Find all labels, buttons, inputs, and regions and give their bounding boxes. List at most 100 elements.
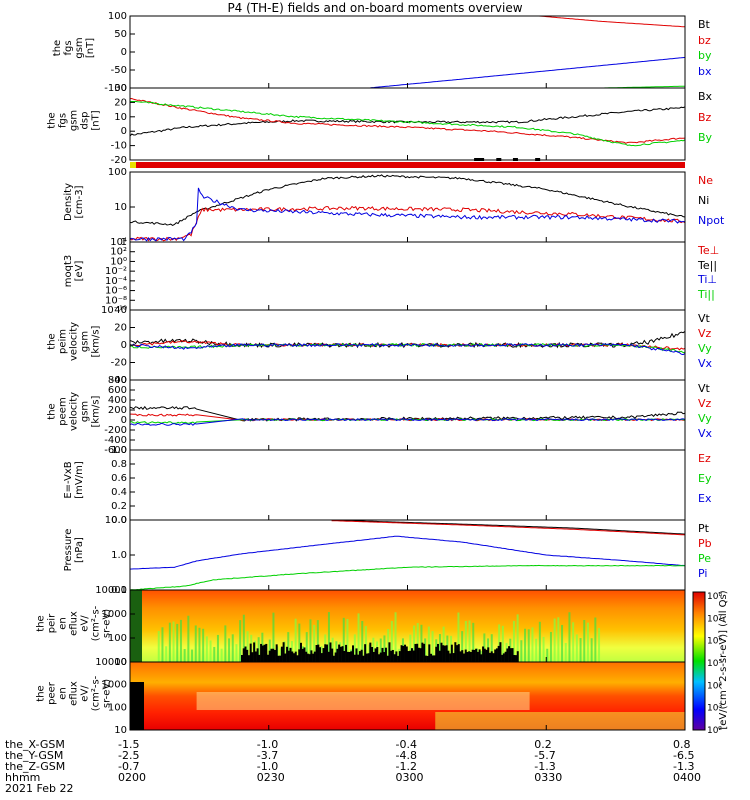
- spectrogram-ion-dropout: [456, 645, 459, 662]
- y-tick-label: -100: [104, 83, 127, 94]
- spectrogram-ion-dropout: [454, 642, 457, 662]
- y-tick-label: 10⁻⁸: [105, 295, 127, 306]
- y-tick-label: 10⁻²: [105, 266, 127, 277]
- spectrogram-ion-dropout: [315, 645, 318, 662]
- spectrogram-ion-dropout: [287, 650, 290, 662]
- y-tick-label: 10⁰: [110, 256, 127, 267]
- spectrogram-ion-dropout: [372, 651, 375, 662]
- x-axis-row-name: the_Z-GSM: [5, 760, 66, 773]
- spectrogram-ion-dropout: [513, 655, 516, 662]
- spectrogram-ion-dropout: [409, 650, 412, 662]
- spectrogram-ion-dropout: [301, 648, 304, 662]
- spectrogram-ion-dropout: [263, 644, 266, 662]
- spectrogram-ion-column: [191, 649, 194, 662]
- spectrogram-ion-dropout: [374, 648, 377, 662]
- spectrogram-ion-dropout: [402, 645, 405, 662]
- spectrogram-ion-dropout: [461, 650, 464, 662]
- spectrogram-ion-dropout: [485, 649, 488, 662]
- spectrogram-ion-dropout: [319, 647, 322, 662]
- spectrogram-ion-dropout: [338, 644, 341, 662]
- spectrogram-ion-column: [538, 621, 541, 662]
- y-tick-label: 1000: [102, 609, 127, 620]
- spectrogram-ion-column: [394, 612, 397, 662]
- spectrogram-ion-dropout: [483, 648, 486, 662]
- series-Vx-peim: [129, 342, 686, 356]
- legend-entry: Vy: [698, 412, 712, 425]
- spectrogram-ion-column: [294, 618, 297, 662]
- y-tick-label: 0.2: [111, 501, 127, 512]
- spectrogram-ion-column: [572, 622, 575, 662]
- spectrogram-ion-column: [194, 625, 197, 662]
- y-axis-label-line: peem: [57, 397, 69, 426]
- y-tick-label: 100: [108, 11, 127, 22]
- spectrogram-ion-column: [157, 631, 160, 662]
- y-axis-label-line: Pressure: [63, 528, 74, 572]
- y-tick-label: -20: [111, 358, 127, 369]
- x-tick-label: -0.7: [118, 760, 140, 773]
- spectrogram-ion-column: [209, 640, 212, 662]
- spectrogram-ion-dropout: [270, 648, 273, 662]
- spectrogram-ion-dropout: [317, 644, 320, 662]
- legend-entry: By: [698, 131, 713, 145]
- y-tick-label: 0: [121, 415, 127, 426]
- spectrogram-ion-dropout: [464, 649, 467, 662]
- y-tick-label: 0: [121, 126, 127, 137]
- y-axis-label: the peem velocity gsm [km/s]: [47, 377, 102, 447]
- y-tick-label: 50: [114, 29, 127, 40]
- legend-entry: Bx: [698, 90, 713, 103]
- y-axis-label-line: [nPa]: [74, 537, 85, 563]
- y-axis-label: Pressure [nPa]: [63, 515, 85, 585]
- y-tick-label: 10: [114, 725, 127, 736]
- spectrogram-ion-column: [442, 626, 445, 662]
- spectrogram-ion-dropout: [272, 648, 275, 662]
- spectrogram-ion-column: [583, 619, 586, 662]
- spectrogram-ion-dropout: [499, 642, 502, 662]
- spectrogram-ion-dropout: [516, 651, 519, 662]
- spectrogram-ion-dropout: [463, 653, 465, 662]
- y-axis-label-line: the: [35, 615, 47, 632]
- spectrogram-ion-dropout: [324, 644, 327, 662]
- spectrogram-ion-dropout: [379, 652, 382, 662]
- colorbar-tick-label: 10⁶: [707, 637, 722, 647]
- spectrogram-ion-dropout: [293, 653, 296, 662]
- y-tick-label: 0.0: [111, 515, 127, 526]
- y-axis-label-line: (cm²-s-: [90, 675, 102, 712]
- y-axis-label: moqt3 [eV]: [63, 237, 85, 305]
- spectrogram-ion-dropout: [469, 652, 472, 662]
- y-axis-label-line: fgs: [57, 112, 69, 129]
- spectrogram-ion-column: [387, 629, 390, 662]
- legend-entry: Vt: [698, 312, 710, 325]
- y-axis-label-line: [mV/m]: [74, 461, 85, 499]
- spectrogram-ion-column: [490, 634, 493, 662]
- spectrogram-ion-column: [231, 634, 234, 662]
- spectrogram-ion-dropout: [268, 650, 271, 662]
- spectrogram-ion-dropout: [504, 651, 507, 662]
- y-tick-label: 100: [108, 167, 127, 178]
- spectrogram-ion-column: [224, 625, 227, 662]
- spectrogram-ion-dropout: [352, 645, 354, 662]
- spectrogram-ion-dropout: [391, 649, 394, 662]
- y-tick-label: 10000: [95, 585, 127, 596]
- panel-frame: [129, 15, 686, 89]
- spectrogram-ion-column: [176, 623, 179, 662]
- legend-entry: Vt: [698, 382, 710, 395]
- spectrogram-ion-dropout: [397, 655, 400, 662]
- x-axis-row-name: the_Y-GSM: [5, 749, 64, 762]
- y-axis-label-line: velocity: [68, 391, 80, 432]
- spectrogram-ion-column: [416, 623, 419, 662]
- series-Vy-peim: [129, 343, 686, 354]
- y-axis-label-line: peim: [57, 328, 69, 355]
- x-tick-label: -1.0: [256, 738, 279, 751]
- y-axis-label-line: [km/s]: [90, 325, 102, 358]
- spectrogram-ion-dropout: [490, 651, 493, 662]
- spectrogram-ion-dropout: [348, 651, 351, 662]
- spectrogram-ion-dropout: [430, 653, 433, 662]
- x-axis-row-name: the_X-GSM: [5, 738, 65, 751]
- y-axis-label-line: sr-eV): [101, 678, 113, 709]
- spectrogram-ion-dropout: [298, 649, 301, 662]
- y-axis-label-line: velocity: [68, 321, 80, 362]
- spectrogram-ion-dropout: [365, 653, 368, 662]
- spectrogram-ion-dropout: [468, 651, 471, 662]
- spectrogram-ion-dropout: [341, 646, 344, 662]
